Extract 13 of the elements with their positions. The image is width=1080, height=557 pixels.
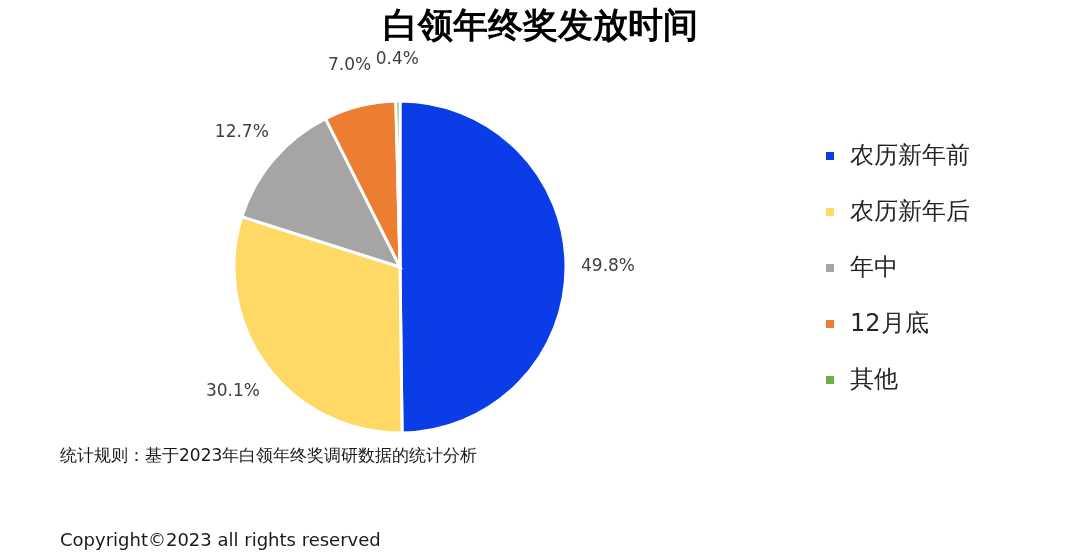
- legend-label: 农历新年后: [850, 197, 970, 225]
- text: Copyright©2023 all rights reserved: [60, 529, 381, 550]
- data-label: 0.4%: [375, 48, 419, 69]
- data-label: 7.0%: [327, 54, 372, 75]
- legend-label: 12月底: [850, 309, 929, 337]
- legend-label: 其他: [850, 365, 898, 393]
- legend-label: 年中: [850, 253, 898, 281]
- data-label: 49.8%: [580, 254, 635, 275]
- data-label: 12.7%: [214, 120, 269, 141]
- legend-label: 农历新年前: [850, 141, 970, 169]
- chart-title: 白领年终奖发放时间: [382, 5, 698, 46]
- text: 统计规则：基于2023年白领年终奖调研数据的统计分析: [60, 445, 478, 465]
- data-label: 30.1%: [205, 379, 260, 400]
